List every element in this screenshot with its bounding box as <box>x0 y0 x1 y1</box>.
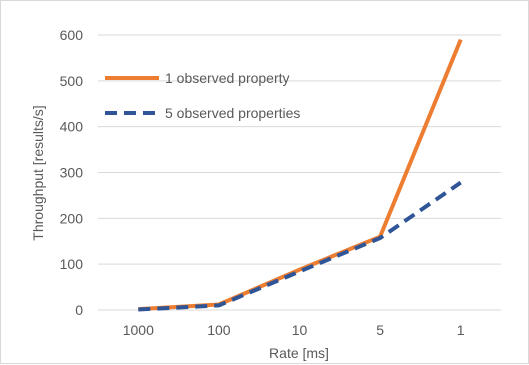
y-axis-title: Throughput [results/s] <box>30 105 46 240</box>
y-tick-label: 600 <box>60 27 84 43</box>
x-tick-label: 100 <box>207 322 231 338</box>
y-tick-label: 300 <box>60 165 84 181</box>
x-tick-label: 5 <box>376 322 384 338</box>
legend: 1 observed property 5 observed properties <box>105 70 300 121</box>
x-axis-title: Rate [ms] <box>269 345 329 361</box>
y-tick-label: 100 <box>60 256 84 272</box>
series-lines <box>138 38 463 312</box>
y-tick-label: 400 <box>60 119 84 135</box>
y-tick-label: 200 <box>60 210 84 226</box>
y-tick-label: 0 <box>75 302 83 318</box>
legend-label-1: 1 observed property <box>165 70 290 86</box>
x-tick-label: 1 <box>457 322 465 338</box>
y-tick-label: 500 <box>60 73 84 89</box>
y-tick-labels: 0 100 200 300 400 500 600 <box>60 27 84 318</box>
x-tick-label: 10 <box>292 322 308 338</box>
legend-label-2: 5 observed properties <box>165 105 300 121</box>
x-tick-labels: 1000 100 10 5 1 <box>123 322 465 338</box>
series-line-1 <box>138 38 463 312</box>
grid-lines <box>98 34 501 311</box>
x-tick-label: 1000 <box>123 322 154 338</box>
series-line-2 <box>138 180 462 312</box>
